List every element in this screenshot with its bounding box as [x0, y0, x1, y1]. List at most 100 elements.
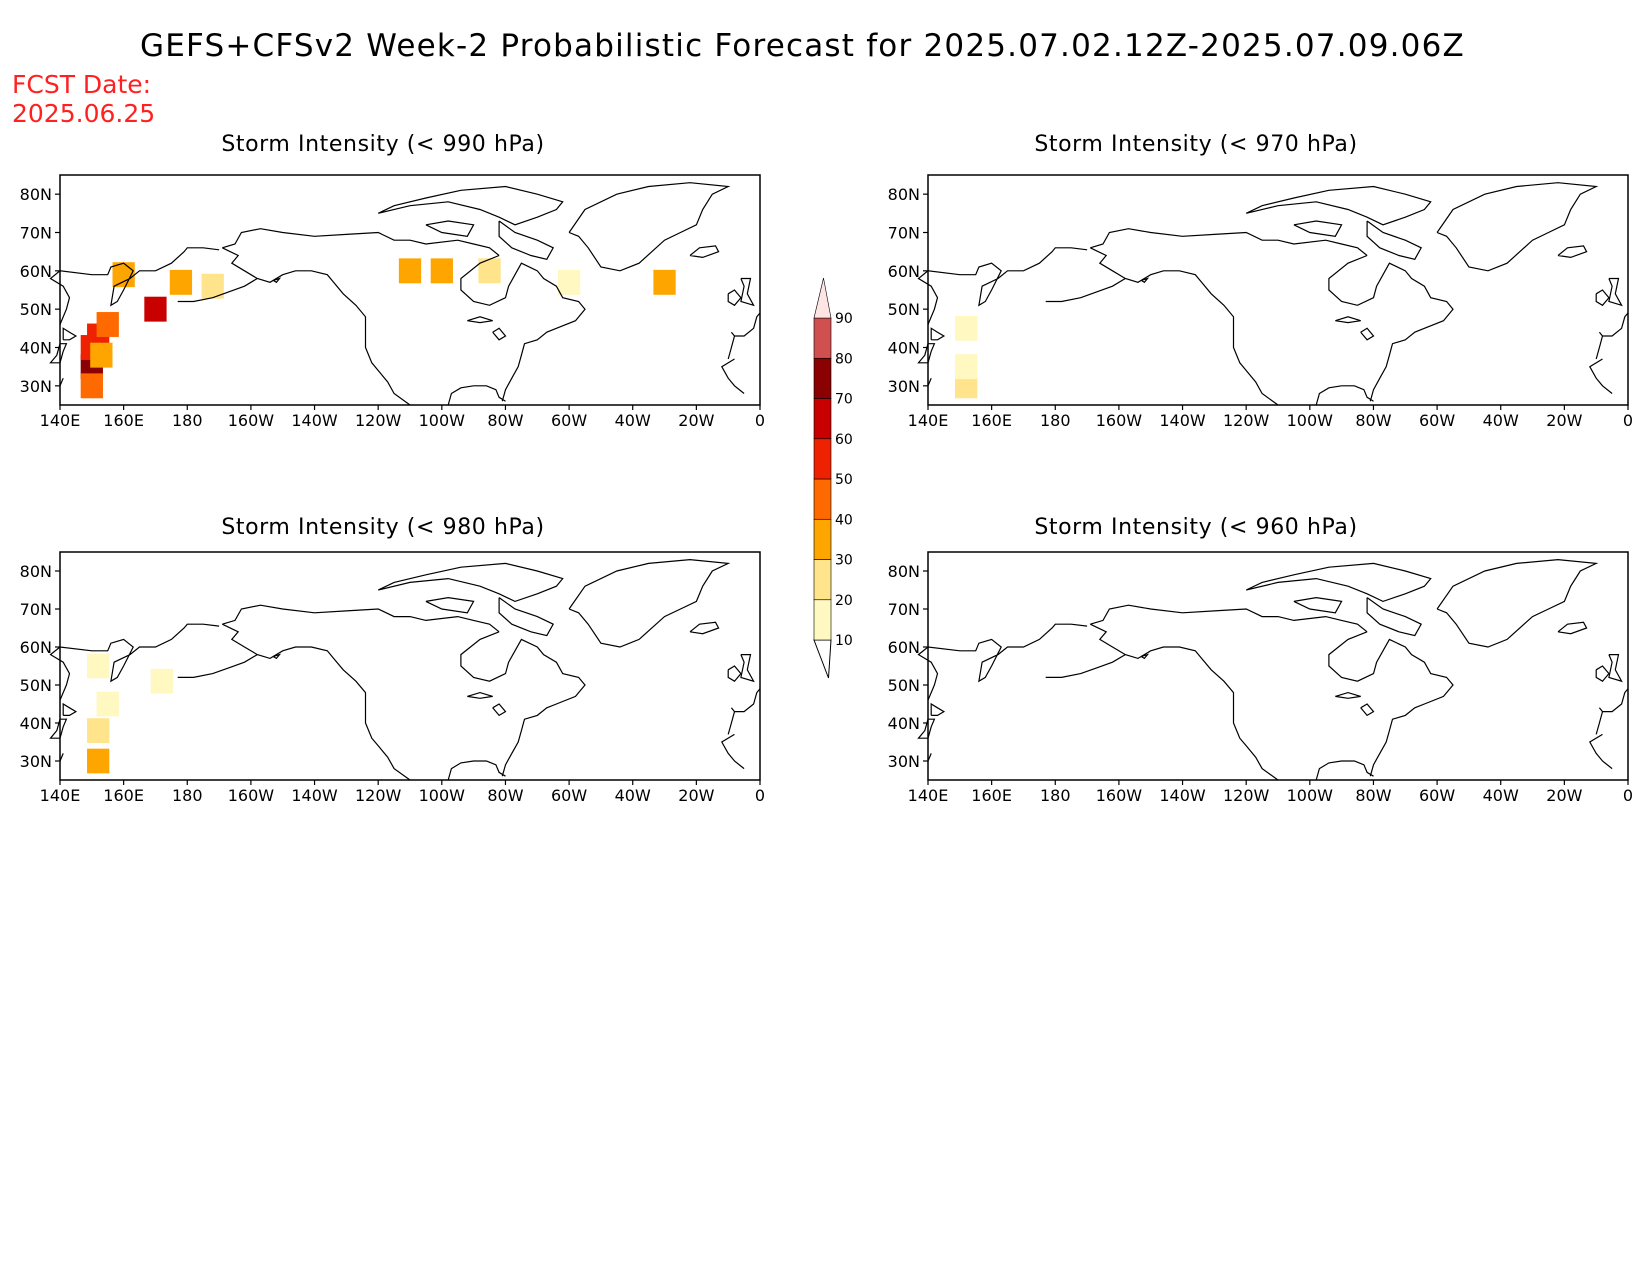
probability-cell	[169, 269, 193, 295]
coastline	[1090, 247, 1279, 406]
coastline	[222, 604, 500, 633]
lon-tick-label: 80W	[487, 411, 523, 430]
lon-tick-label: 140E	[908, 411, 949, 430]
probability-cell	[80, 373, 103, 399]
colorbar-label: 80	[835, 351, 853, 367]
lat-tick-label: 40N	[888, 714, 920, 733]
lon-tick-label: 20W	[678, 786, 714, 805]
forecast-date-label: FCST Date: 2025.06.25	[12, 70, 155, 128]
coastline	[447, 385, 506, 406]
coastline	[492, 703, 507, 717]
lat-tick-label: 80N	[888, 185, 920, 204]
panel-title-960: Storm Intensity (< 960 hPa)	[1034, 515, 1358, 540]
lon-tick-label: 140W	[291, 411, 338, 430]
colorbar: 10 20 30 40 50 60 70 80 90	[813, 277, 853, 679]
coastline	[917, 343, 936, 364]
coastline	[727, 665, 742, 682]
coastline	[222, 247, 411, 406]
probability-cell	[430, 258, 453, 284]
lon-tick-label: 160E	[103, 786, 144, 805]
lon-tick-label: 140E	[40, 786, 81, 805]
lon-tick-label: 160E	[971, 411, 1012, 430]
panel-title-990: Storm Intensity (< 990 hPa)	[221, 132, 545, 157]
lon-tick-label: 20W	[1546, 411, 1582, 430]
coastline	[272, 653, 282, 660]
lat-tick-label: 70N	[20, 224, 52, 243]
coastline	[1595, 711, 1604, 735]
coastline	[1436, 182, 1599, 272]
panel-title-980: Storm Intensity (< 980 hPa)	[221, 515, 545, 540]
coastline	[740, 653, 755, 683]
colorbar-label: 40	[835, 512, 853, 528]
probability-cell	[653, 269, 676, 295]
lon-tick-label: 80W	[487, 786, 523, 805]
coastline	[1090, 228, 1368, 256]
lon-tick-label: 120W	[355, 411, 402, 430]
coastline	[917, 718, 936, 739]
lon-tick-label: 40W	[615, 411, 651, 430]
probability-cell	[96, 691, 119, 717]
coastline	[1366, 220, 1423, 260]
colorbar-box	[813, 438, 832, 480]
coastline	[1045, 277, 1126, 303]
lon-tick-label: 160W	[228, 786, 275, 805]
coastline	[1140, 277, 1150, 284]
lat-tick-label: 40N	[888, 339, 920, 358]
coastline	[1608, 277, 1623, 307]
lon-tick-label: 60W	[551, 786, 587, 805]
lat-tick-label: 40N	[20, 714, 52, 733]
coastline	[740, 277, 755, 307]
coastline	[492, 327, 507, 341]
coastline	[568, 182, 731, 272]
panel-title-970: Storm Intensity (< 970 hPa)	[1034, 132, 1358, 157]
probability-cell	[955, 373, 978, 399]
lon-tick-label: 140W	[291, 786, 338, 805]
lon-tick-label: 180	[1040, 786, 1071, 805]
lat-tick-label: 70N	[20, 600, 52, 619]
probability-cell	[90, 342, 113, 368]
lat-tick-label: 60N	[20, 262, 52, 281]
lon-tick-label: 40W	[1483, 786, 1519, 805]
colorbar-lower-arrow	[813, 639, 832, 679]
coastline	[460, 631, 586, 777]
lon-tick-label: 120W	[1223, 786, 1270, 805]
map-frame	[59, 551, 761, 781]
probability-cell	[201, 273, 224, 299]
coastline	[460, 254, 586, 402]
coastline	[467, 691, 493, 699]
colorbar-upper-arrow	[813, 277, 832, 319]
colorbar-label: 50	[835, 472, 853, 488]
coastline	[1557, 621, 1588, 635]
probability-cell	[87, 718, 110, 743]
coastline	[62, 327, 78, 341]
coastline	[1315, 385, 1374, 406]
lon-tick-label: 60W	[551, 411, 587, 430]
lon-tick-label: 180	[172, 786, 203, 805]
lon-tick-label: 180	[172, 411, 203, 430]
coastline	[49, 718, 68, 739]
lat-tick-label: 60N	[888, 638, 920, 657]
map-frame	[927, 551, 1629, 781]
coastline	[727, 289, 742, 307]
lon-tick-label: 100W	[1287, 411, 1334, 430]
lon-tick-label: 40W	[615, 786, 651, 805]
probability-cell	[955, 315, 978, 341]
lon-tick-label: 20W	[1546, 786, 1582, 805]
coastline	[49, 247, 220, 325]
probability-cell	[87, 748, 110, 774]
coastline	[1315, 760, 1374, 781]
colorbar-label: 70	[835, 392, 853, 408]
coastline	[1245, 185, 1432, 226]
coastline	[727, 711, 736, 735]
colorbar-label: 20	[835, 593, 853, 609]
coastline	[62, 702, 78, 717]
coastline	[1328, 254, 1454, 402]
lon-tick-label: 160W	[1096, 411, 1143, 430]
colorbar-box	[813, 357, 832, 399]
lon-tick-label: 160W	[1096, 786, 1143, 805]
lon-tick-label: 120W	[1223, 411, 1270, 430]
lon-tick-label: 60W	[1419, 786, 1455, 805]
coastline	[917, 247, 1088, 325]
probability-cell	[96, 312, 119, 337]
coastline	[467, 316, 493, 324]
